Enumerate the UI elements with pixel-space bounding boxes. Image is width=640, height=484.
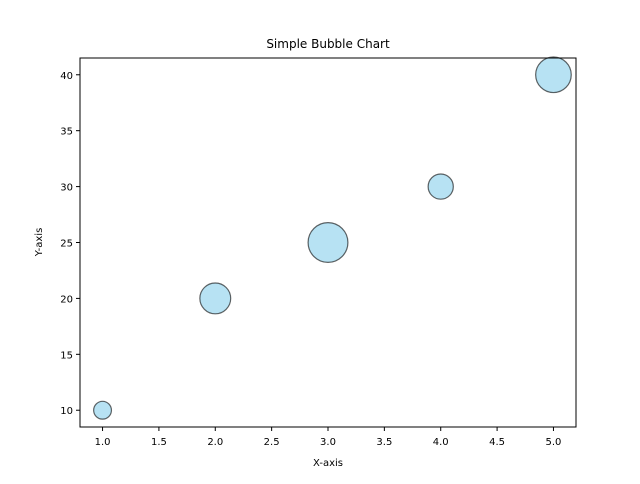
y-tick-label: 20 (60, 294, 73, 305)
bubble-point-1 (93, 400, 113, 420)
bubbles-layer (93, 56, 572, 420)
x-tick-label: 1.5 (151, 437, 167, 448)
x-tick-label: 3.0 (320, 437, 336, 448)
y-axis-ticks: 10 15 20 25 30 35 40 (60, 71, 80, 417)
y-axis-label: Y-axis (34, 228, 45, 258)
y-tick-label: 30 (60, 183, 73, 194)
bubble-point-4 (427, 173, 454, 200)
x-tick-label: 3.5 (376, 437, 392, 448)
chart-title: Simple Bubble Chart (266, 37, 390, 51)
x-tick-label: 4.0 (433, 437, 449, 448)
x-axis-ticks: 1.0 1.5 2.0 2.5 3.0 3.5 4.0 4.5 5.0 (95, 427, 562, 448)
x-tick-label: 5.0 (546, 437, 562, 448)
y-tick-label: 10 (60, 406, 73, 417)
y-tick-label: 25 (60, 239, 73, 250)
x-axis-label: X-axis (313, 458, 343, 469)
y-tick-label: 15 (60, 350, 73, 361)
y-tick-label: 40 (60, 71, 73, 82)
x-tick-label: 4.5 (489, 437, 505, 448)
y-tick-label: 35 (60, 127, 73, 138)
bubble-point-2 (199, 282, 232, 315)
x-tick-label: 2.0 (207, 437, 223, 448)
bubble-point-5 (535, 56, 572, 94)
x-tick-label: 2.5 (264, 437, 280, 448)
x-tick-label: 1.0 (95, 437, 111, 448)
bubble-point-3 (307, 221, 349, 264)
